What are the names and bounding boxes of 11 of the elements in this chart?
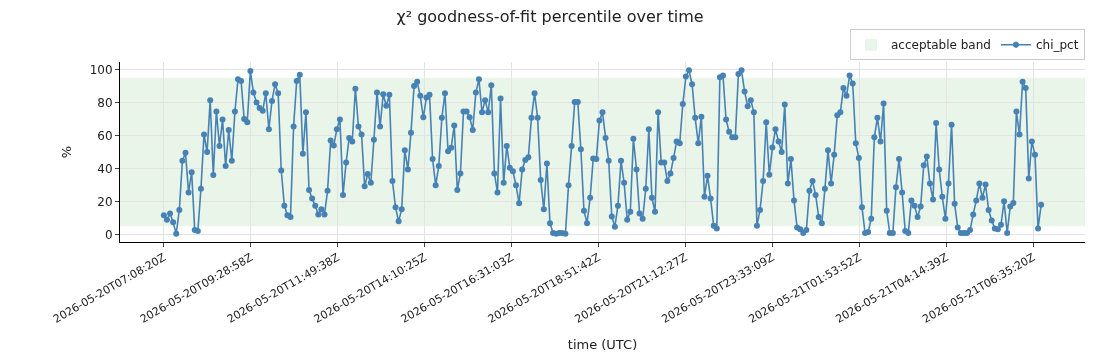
legend-label: chi_pct xyxy=(1035,38,1079,53)
legend-label: acceptable band xyxy=(891,38,991,53)
y-tick-label: 100 xyxy=(89,62,113,77)
x-axis-title: time (UTC) xyxy=(567,337,638,353)
y-axis-title: % xyxy=(58,145,74,159)
y-tick-label: 80 xyxy=(97,95,113,110)
y-tick-label: 0 xyxy=(104,227,113,242)
y-tick-label: 60 xyxy=(97,128,113,143)
y-tick-label: 40 xyxy=(97,161,113,176)
y-tick-label: 20 xyxy=(97,194,113,209)
chart-title: χ² goodness-of-fit percentile over time xyxy=(396,7,704,26)
